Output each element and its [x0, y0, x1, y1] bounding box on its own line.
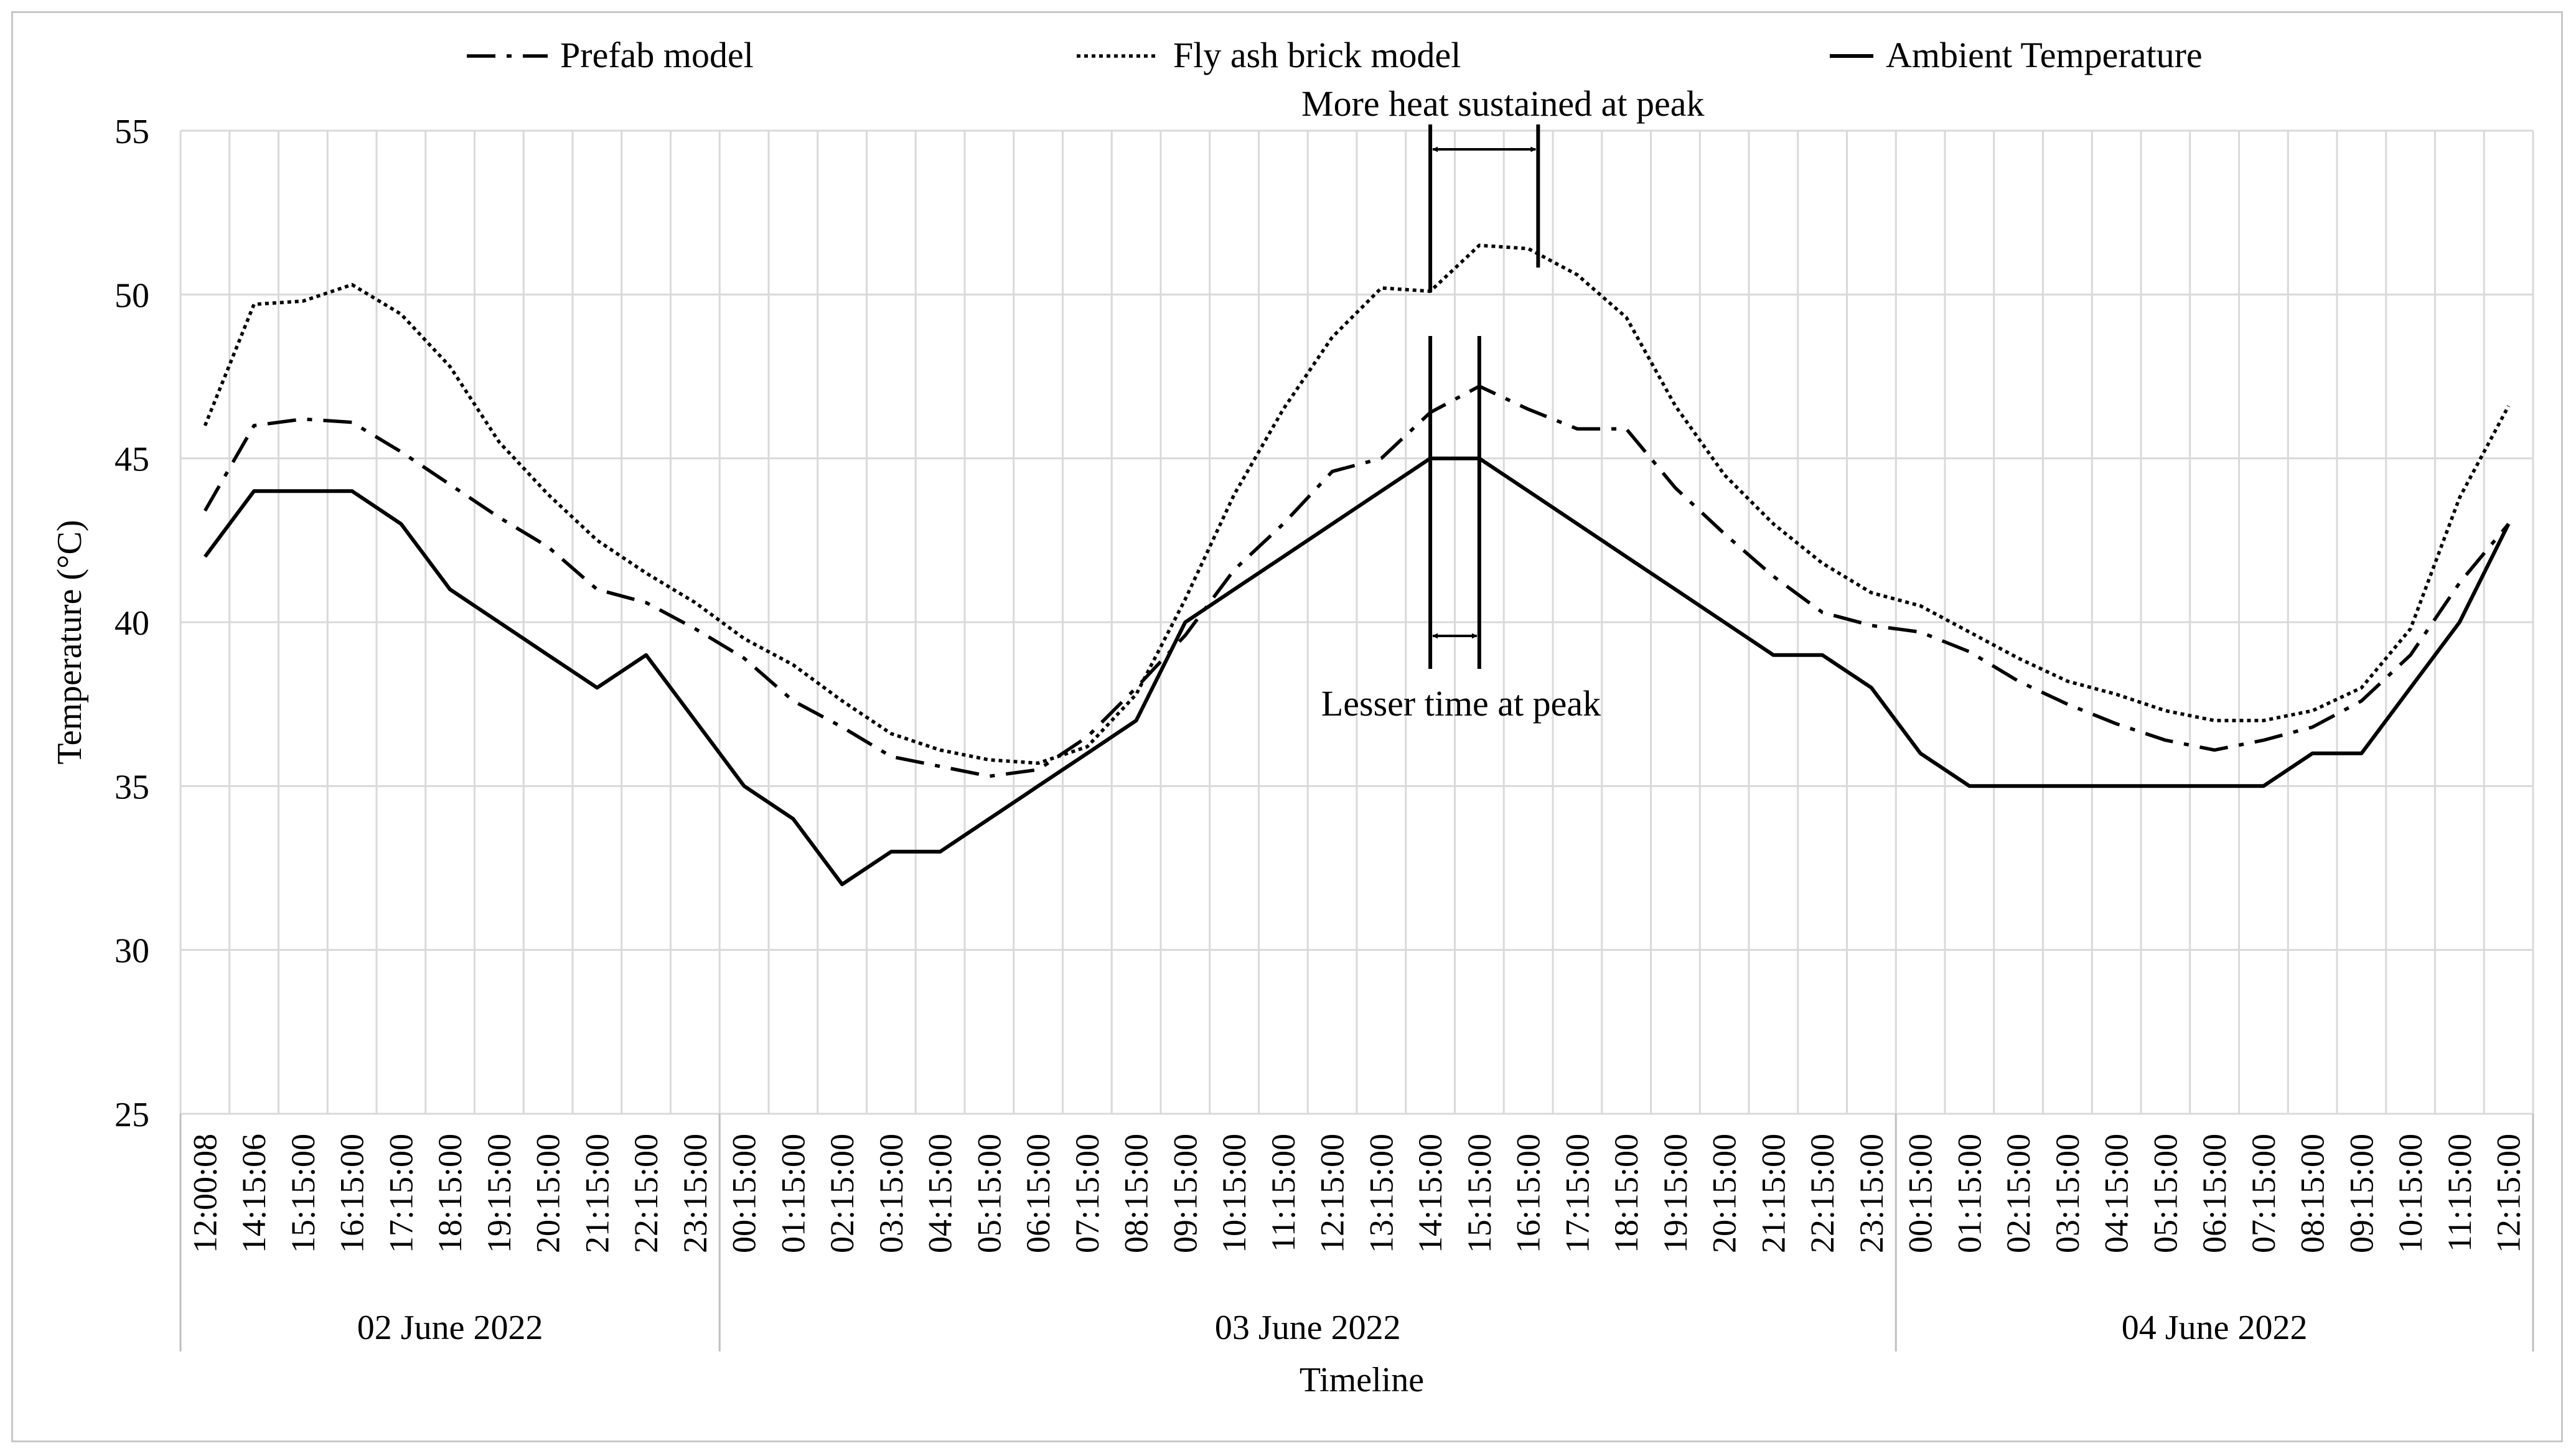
x-tick-label: 00:15:00 — [1902, 1134, 1939, 1253]
x-tick-label: 15:15:00 — [1461, 1134, 1498, 1253]
x-tick-label: 18:15:00 — [431, 1134, 469, 1253]
x-tick-label: 14:15:00 — [1412, 1134, 1449, 1253]
x-tick-label: 06:15:00 — [2196, 1134, 2233, 1253]
date-group-label: 03 June 2022 — [1215, 1309, 1401, 1347]
series-line-fly-ash-brick-model — [203, 243, 2511, 765]
y-tick-label: 35 — [115, 768, 149, 806]
annotation-label: More heat sustained at peak — [1301, 83, 1704, 124]
y-tick-label: 50 — [115, 276, 149, 315]
x-tick-label: 16:15:00 — [1510, 1134, 1547, 1253]
x-tick-label: 16:15:00 — [334, 1134, 371, 1253]
x-tick-label: 19:15:00 — [1657, 1134, 1694, 1253]
x-tick-label: 21:15:00 — [1754, 1134, 1792, 1253]
x-tick-label: 23:15:00 — [1853, 1134, 1890, 1253]
x-tick-label: 14:15:06 — [235, 1134, 273, 1253]
y-tick-label: 30 — [115, 932, 149, 971]
x-tick-label: 12:15:00 — [2490, 1134, 2527, 1253]
legend-label: Ambient Temperature — [1886, 35, 2203, 75]
x-tick-label: 09:15:00 — [2343, 1134, 2380, 1253]
x-tick-label: 02:15:00 — [823, 1134, 861, 1253]
x-tick-label: 13:15:00 — [1362, 1134, 1400, 1253]
x-tick-label: 04:15:00 — [922, 1134, 959, 1253]
x-tick-label: 09:15:00 — [1166, 1134, 1204, 1253]
x-tick-label: 15:15:00 — [284, 1134, 322, 1253]
x-tick-label: 10:15:00 — [2392, 1134, 2429, 1253]
y-tick-label: 25 — [115, 1096, 149, 1134]
y-tick-label: 45 — [115, 441, 149, 479]
x-tick-label: 01:15:00 — [1951, 1134, 1988, 1253]
x-tick-label: 23:15:00 — [677, 1134, 714, 1253]
x-tick-label: 18:15:00 — [1608, 1134, 1645, 1253]
x-tick-label: 20:15:00 — [530, 1134, 567, 1253]
x-tick-label: 12:00:08 — [186, 1134, 223, 1253]
x-tick-label: 08:15:00 — [1118, 1134, 1155, 1253]
y-axis-label: Temperature (°C) — [50, 520, 89, 764]
x-tick-label: 22:15:00 — [627, 1134, 665, 1253]
x-tick-label: 12:15:00 — [1314, 1134, 1351, 1253]
x-tick-label: 10:15:00 — [1215, 1134, 1253, 1253]
x-tick-label: 03:15:00 — [873, 1134, 910, 1253]
x-tick-label: 19:15:00 — [480, 1134, 518, 1253]
legend-label: Prefab model — [560, 35, 754, 75]
axes: 25 30 35 40 45 50 55 12:00:08 14:15:06 15:15:00 16… — [115, 113, 2534, 1351]
date-group-label: 04 June 2022 — [2122, 1309, 2308, 1347]
y-tick-label: 40 — [115, 604, 149, 643]
x-tick-label: 06:15:00 — [1019, 1134, 1057, 1253]
chart-frame — [11, 11, 2563, 1442]
x-tick-label: 11:15:00 — [2441, 1134, 2478, 1252]
x-axis-label: Timeline — [1300, 1361, 1424, 1399]
series-line-ambient-temperature — [203, 456, 2511, 887]
x-tick-label: 05:15:00 — [2147, 1134, 2184, 1253]
date-group-label: 02 June 2022 — [357, 1309, 543, 1347]
annotation-label: Lesser time at peak — [1321, 683, 1601, 724]
x-tick-label: 17:15:00 — [382, 1134, 419, 1253]
x-tick-label: 02:15:00 — [2000, 1134, 2037, 1253]
legend: Prefab model Fly ash brick model Ambient T… — [467, 35, 2203, 75]
annotations: More heat sustained at peak Lesser time a… — [1301, 83, 1704, 724]
x-tick-label: 00:15:00 — [726, 1134, 763, 1253]
x-tick-label: 04:15:00 — [2098, 1134, 2135, 1253]
x-tick-label: 01:15:00 — [774, 1134, 812, 1253]
x-tick-label: 11:15:00 — [1265, 1134, 1302, 1252]
x-tick-label: 17:15:00 — [1558, 1134, 1596, 1253]
x-tick-label: 20:15:00 — [1706, 1134, 1743, 1253]
legend-label: Fly ash brick model — [1173, 35, 1461, 75]
x-tick-label: 22:15:00 — [1804, 1134, 1841, 1253]
x-tick-label: 08:15:00 — [2294, 1134, 2331, 1253]
grid — [179, 129, 2534, 1115]
x-tick-label: 07:15:00 — [1069, 1134, 1106, 1253]
y-tick-label: 55 — [115, 113, 149, 151]
x-tick-label: 21:15:00 — [578, 1134, 616, 1253]
x-tick-label: 03:15:00 — [2049, 1134, 2086, 1253]
x-tick-label: 05:15:00 — [970, 1134, 1008, 1253]
x-tick-label: 07:15:00 — [2245, 1134, 2282, 1253]
series-lines — [203, 243, 2511, 887]
